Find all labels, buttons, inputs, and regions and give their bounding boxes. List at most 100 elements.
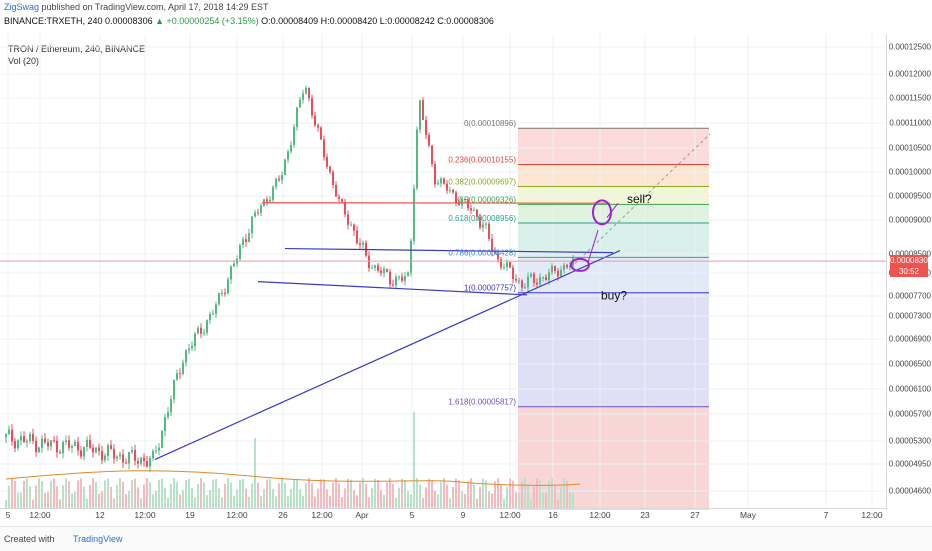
volume-bar bbox=[59, 499, 61, 508]
candle-body bbox=[209, 314, 211, 320]
volume-bar bbox=[500, 485, 502, 508]
volume-bar bbox=[395, 498, 397, 508]
candle-body bbox=[248, 233, 250, 242]
candle-body bbox=[218, 293, 220, 304]
candle-body bbox=[119, 454, 121, 456]
candle-body bbox=[443, 179, 445, 184]
volume-bar bbox=[422, 498, 424, 508]
volume-bar bbox=[563, 478, 565, 508]
volume-bar bbox=[188, 479, 190, 508]
price-tick-label: 0.00012000 bbox=[889, 70, 931, 79]
candle-body bbox=[551, 266, 553, 273]
volume-bar bbox=[311, 483, 313, 508]
volume-bar bbox=[518, 493, 520, 508]
volume-bar bbox=[158, 480, 160, 508]
candle-body bbox=[341, 199, 343, 202]
candle-body bbox=[350, 225, 352, 226]
volume-bar bbox=[113, 499, 115, 508]
candle-body bbox=[305, 88, 307, 93]
candle-body bbox=[146, 461, 148, 467]
price-tick-label: 0.00004600 bbox=[889, 487, 931, 496]
tradingview-link[interactable]: TradingView bbox=[73, 534, 123, 544]
candle-body bbox=[233, 264, 235, 267]
candle-body bbox=[539, 277, 541, 284]
volume-bar bbox=[272, 489, 274, 508]
volume-bar bbox=[107, 479, 109, 508]
candle-body bbox=[89, 440, 91, 448]
volume-bar bbox=[50, 481, 52, 508]
volume-bar bbox=[77, 480, 79, 508]
volume-bar bbox=[116, 485, 118, 508]
price-tick-label: 0.00011500 bbox=[889, 94, 931, 103]
ohlc-line: BINANCE:TRXETH, 240 0.00008306 ▲ +0.0000… bbox=[4, 16, 494, 26]
candle-body bbox=[308, 88, 310, 98]
volume-bar bbox=[251, 483, 253, 508]
volume-bar bbox=[26, 478, 28, 508]
candle-body bbox=[563, 265, 565, 270]
candle-body bbox=[35, 441, 37, 452]
candle-body bbox=[143, 458, 145, 461]
candle-body bbox=[245, 239, 247, 242]
volume-bar bbox=[416, 478, 418, 508]
volume-bar bbox=[284, 483, 286, 508]
time-tick-label: 12:00 bbox=[311, 510, 332, 520]
candle-body bbox=[62, 442, 64, 453]
candle-body bbox=[452, 190, 454, 193]
candle-body bbox=[215, 304, 217, 313]
time-tick-label: 12 bbox=[95, 510, 104, 520]
time-tick-label: 19 bbox=[185, 510, 194, 520]
candle-body bbox=[74, 442, 76, 446]
volume-bar bbox=[239, 480, 241, 508]
fib-level-label: 0.618(0.00008956) bbox=[448, 214, 516, 223]
time-tick-label: 12:00 bbox=[134, 510, 155, 520]
volume-bar bbox=[290, 489, 292, 508]
candle-body bbox=[140, 458, 142, 464]
volume-bar bbox=[236, 490, 238, 508]
volume-bar bbox=[8, 486, 10, 508]
candle-body bbox=[170, 399, 172, 412]
volume-bar bbox=[530, 500, 532, 508]
candle-body bbox=[8, 430, 10, 434]
candle-body bbox=[158, 448, 160, 451]
price-chart[interactable]: 0(0.00010896)0.236(0.00010155)0.382(0.00… bbox=[0, 34, 886, 510]
price-change: +0.00000254 (+3.15%) bbox=[167, 16, 259, 26]
publish-text: published on TradingView.com, April 17, … bbox=[42, 2, 269, 12]
author-link[interactable]: ZigSwag bbox=[4, 2, 39, 12]
volume-bar bbox=[224, 484, 226, 508]
price-tick-label: 0.00007700 bbox=[889, 292, 931, 301]
volume-bar bbox=[308, 478, 310, 508]
volume-bar bbox=[341, 497, 343, 508]
candle-body bbox=[326, 157, 328, 166]
volume-bar bbox=[17, 493, 19, 508]
candle-body bbox=[512, 268, 514, 279]
volume-bar bbox=[245, 489, 247, 508]
time-tick-label: 5 bbox=[6, 510, 11, 520]
volume-bar bbox=[488, 491, 490, 508]
fib-level-label: 1(0.00007757) bbox=[464, 284, 516, 293]
candle-body bbox=[56, 441, 58, 453]
volume-bar bbox=[221, 497, 223, 508]
candle-body bbox=[362, 243, 364, 245]
volume-bar bbox=[218, 488, 220, 508]
ohlc-prefix: BINANCE:TRXETH, 240 0.00008306 bbox=[4, 16, 153, 26]
candle-body bbox=[434, 164, 436, 184]
fib-zone-band bbox=[518, 187, 709, 205]
candle-body bbox=[437, 183, 439, 184]
candle-body bbox=[413, 188, 415, 241]
price-tick-label: 0.00006500 bbox=[889, 360, 931, 369]
volume-bar bbox=[152, 494, 154, 508]
price-tick-label: 0.00009000 bbox=[889, 216, 931, 225]
volume-bar bbox=[86, 499, 88, 508]
volume-bar bbox=[41, 481, 43, 508]
volume-bar bbox=[83, 487, 85, 508]
volume-bar bbox=[329, 496, 331, 508]
candle-body bbox=[359, 243, 361, 244]
candle-body bbox=[383, 269, 385, 273]
volume-bar bbox=[182, 490, 184, 508]
volume-bar bbox=[299, 489, 301, 508]
candle-body bbox=[194, 334, 196, 346]
volume-bar bbox=[134, 479, 136, 508]
volume-bar bbox=[494, 481, 496, 508]
volume-bar bbox=[248, 497, 250, 508]
